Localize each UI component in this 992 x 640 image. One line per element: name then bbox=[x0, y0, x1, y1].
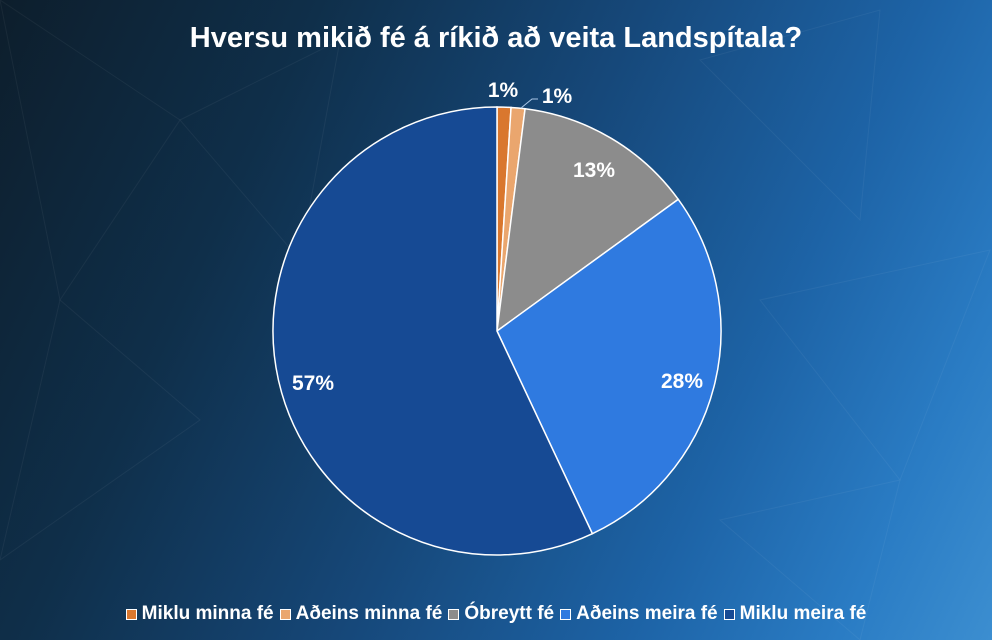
data-label: 28% bbox=[661, 370, 703, 393]
legend-label: Óbreytt fé bbox=[464, 603, 555, 624]
legend-item: Aðeins meira fé bbox=[560, 603, 718, 625]
legend-swatch-icon bbox=[279, 608, 291, 620]
legend-swatch-icon bbox=[448, 608, 460, 620]
pie-slice bbox=[496, 107, 680, 333]
legend-item: Aðeins minna fé bbox=[279, 603, 443, 625]
legend-item: Miklu meira fé bbox=[723, 603, 867, 625]
data-label: 13% bbox=[573, 159, 615, 182]
legend-item: Óbreytt fé bbox=[448, 603, 554, 625]
data-label: 1% bbox=[542, 85, 573, 108]
legend-swatch-icon bbox=[560, 608, 572, 620]
chart-title: Hversu mikið fé á ríkið að veita Landspí… bbox=[189, 22, 803, 54]
legend-label: Aðeins meira fé bbox=[576, 603, 718, 624]
pie-slice bbox=[272, 106, 594, 556]
pie-slice bbox=[496, 198, 722, 535]
data-label: 57% bbox=[292, 372, 334, 395]
legend: Miklu minna fé Aðeins minna fé Óbreytt fé A… bbox=[0, 603, 992, 626]
legend-label: Aðeins minna fé bbox=[295, 603, 443, 624]
legend-swatch-icon bbox=[125, 608, 137, 620]
legend-label: Miklu meira fé bbox=[739, 603, 867, 624]
legend-item: Miklu minna fé bbox=[125, 603, 274, 625]
legend-label: Miklu minna fé bbox=[141, 603, 274, 624]
legend-swatch-icon bbox=[723, 608, 735, 620]
data-label: 1% bbox=[488, 79, 519, 102]
